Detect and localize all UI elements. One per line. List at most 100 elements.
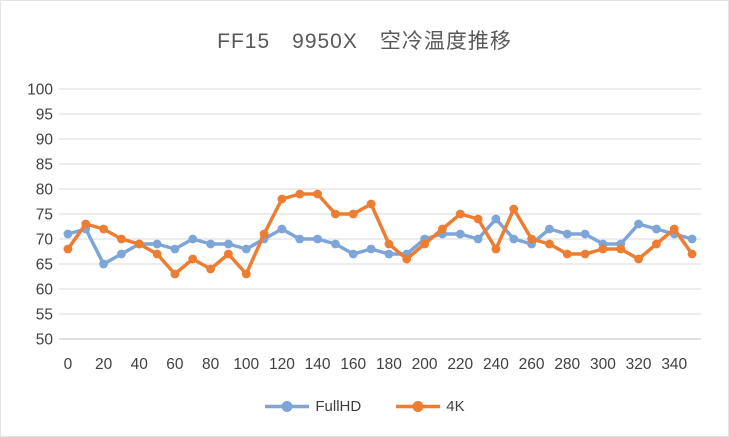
x-axis-tick-label: 100 xyxy=(233,356,259,373)
y-axis-tick-label: 55 xyxy=(36,307,53,324)
x-axis-tick-label: 260 xyxy=(519,356,545,373)
data-point-marker-4k xyxy=(562,249,572,259)
data-point-marker-4k xyxy=(63,244,73,254)
data-point-marker-fullhd xyxy=(562,229,572,239)
data-point-marker-fullhd xyxy=(509,234,519,244)
x-axis-tick-label: 300 xyxy=(590,356,616,373)
legend-marker-fullhd-icon xyxy=(265,401,310,412)
x-axis-tick-label: 40 xyxy=(131,356,149,373)
data-point-marker-fullhd xyxy=(313,234,322,244)
data-point-marker-4k xyxy=(687,249,697,259)
data-point-marker-4k xyxy=(152,249,162,259)
x-axis-tick-label: 220 xyxy=(447,356,473,373)
x-axis-tick-label: 180 xyxy=(376,356,402,373)
data-point-marker-4k xyxy=(509,204,519,214)
x-axis-tick-label: 200 xyxy=(412,356,438,373)
data-point-marker-fullhd xyxy=(295,234,305,244)
data-point-marker-fullhd xyxy=(652,224,661,234)
data-point-marker-4k xyxy=(491,244,501,254)
data-point-marker-4k xyxy=(580,249,590,259)
data-point-marker-fullhd xyxy=(580,229,590,239)
data-point-marker-4k xyxy=(402,254,412,264)
data-point-marker-fullhd xyxy=(634,219,643,229)
data-point-marker-4k xyxy=(348,209,358,219)
data-point-marker-4k xyxy=(455,209,465,219)
data-point-marker-fullhd xyxy=(117,249,126,259)
data-point-marker-fullhd xyxy=(152,239,162,249)
data-point-marker-fullhd xyxy=(331,239,340,249)
y-axis-tick-label: 75 xyxy=(36,207,53,224)
data-point-marker-4k xyxy=(438,224,447,234)
data-point-marker-fullhd xyxy=(687,234,697,244)
data-point-marker-4k xyxy=(366,199,376,209)
y-axis-tick-label: 80 xyxy=(36,182,54,199)
data-point-marker-fullhd xyxy=(63,229,73,239)
data-point-marker-fullhd xyxy=(224,239,233,249)
data-point-marker-4k xyxy=(473,214,483,224)
data-point-marker-4k xyxy=(117,234,126,244)
y-axis-tick-label: 100 xyxy=(27,82,53,99)
x-axis-tick-label: 320 xyxy=(626,356,652,373)
legend: FullHD 4K xyxy=(1,398,728,415)
data-point-marker-4k xyxy=(81,219,91,229)
x-axis-tick-label: 280 xyxy=(554,356,580,373)
data-point-marker-fullhd xyxy=(348,249,358,259)
data-point-marker-fullhd xyxy=(473,234,483,244)
data-point-marker-fullhd xyxy=(455,229,465,239)
data-point-marker-fullhd xyxy=(188,234,198,244)
x-axis-tick-label: 0 xyxy=(64,356,73,373)
y-axis-tick-label: 70 xyxy=(36,232,54,249)
data-point-marker-4k xyxy=(295,189,305,199)
x-axis-tick-label: 60 xyxy=(166,356,184,373)
data-point-marker-fullhd xyxy=(545,224,554,234)
y-axis-tick-label: 65 xyxy=(36,257,53,274)
series-line-4k xyxy=(66,192,694,276)
y-axis-tick-label: 90 xyxy=(36,132,54,149)
legend-item-4k: 4K xyxy=(395,398,465,415)
data-point-marker-fullhd xyxy=(170,244,180,254)
y-axis-tick-label: 95 xyxy=(36,107,53,124)
data-point-marker-fullhd xyxy=(277,224,287,234)
data-point-marker-4k xyxy=(224,249,233,259)
chart-title: FF15 9950X 空冷温度推移 xyxy=(217,30,512,53)
data-point-marker-4k xyxy=(99,224,108,234)
data-point-marker-4k xyxy=(188,254,198,264)
legend-item-fullhd: FullHD xyxy=(264,398,361,415)
x-axis-tick-label: 80 xyxy=(202,356,220,373)
x-axis-tick-label: 340 xyxy=(661,356,687,373)
legend-label-4k: 4K xyxy=(446,398,465,415)
data-point-marker-4k xyxy=(259,229,269,239)
data-point-marker-4k xyxy=(277,194,287,204)
data-point-marker-4k xyxy=(313,189,322,199)
data-point-marker-fullhd xyxy=(491,214,501,224)
data-point-marker-4k xyxy=(170,269,180,279)
data-point-marker-fullhd xyxy=(206,239,215,249)
data-point-marker-fullhd xyxy=(99,259,108,269)
data-point-marker-4k xyxy=(545,239,554,249)
x-axis-tick-label: 160 xyxy=(340,356,366,373)
data-point-marker-4k xyxy=(598,244,608,254)
x-axis-tick-label: 140 xyxy=(305,356,331,373)
y-axis-tick-label: 50 xyxy=(36,332,54,349)
data-point-marker-4k xyxy=(331,209,340,219)
data-point-marker-4k xyxy=(652,239,661,249)
data-point-marker-fullhd xyxy=(384,249,394,259)
legend-label-fullhd: FullHD xyxy=(315,398,362,415)
data-point-marker-4k xyxy=(616,244,626,254)
data-point-marker-4k xyxy=(384,239,394,249)
data-point-marker-4k xyxy=(527,234,536,244)
data-point-marker-fullhd xyxy=(241,244,251,254)
data-point-marker-4k xyxy=(669,224,679,234)
data-point-marker-4k xyxy=(634,254,643,264)
data-point-marker-4k xyxy=(206,264,215,274)
data-point-marker-fullhd xyxy=(366,244,376,254)
data-point-marker-4k xyxy=(134,239,144,249)
x-axis-tick-label: 20 xyxy=(95,356,113,373)
legend-marker-4k-icon xyxy=(396,401,441,412)
y-axis-tick-label: 60 xyxy=(36,282,54,299)
y-axis-tick-label: 85 xyxy=(36,157,53,174)
x-axis-tick-label: 120 xyxy=(269,356,295,373)
x-axis-tick-label: 240 xyxy=(483,356,509,373)
